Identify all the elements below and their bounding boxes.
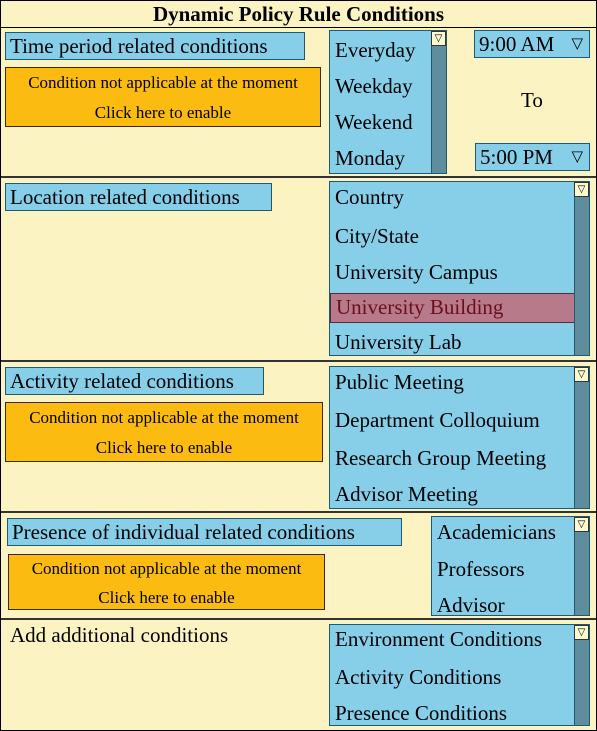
presence-option[interactable]: Professors	[437, 557, 525, 581]
activity-scrollbar[interactable]: ▽	[574, 367, 589, 508]
end-time-value: 5:00 PM	[480, 145, 553, 169]
enable-link[interactable]: Click here to enable	[94, 103, 232, 122]
activity-listbox[interactable]: Public Meeting Department Colloquium Res…	[329, 366, 590, 509]
dropdown-arrow-icon[interactable]: ▽	[571, 149, 583, 165]
time-enable-notice[interactable]: Condition not applicable at the moment C…	[5, 67, 321, 127]
start-time-value: 9:00 AM	[479, 32, 555, 56]
additional-scrollbar[interactable]: ▽	[574, 625, 589, 725]
additional-label: Add additional conditions	[10, 623, 229, 647]
day-option[interactable]: Everyday	[335, 38, 416, 62]
location-scrollbar[interactable]: ▽	[574, 182, 589, 355]
additional-listbox[interactable]: Environment Conditions Activity Conditio…	[329, 624, 590, 726]
location-option[interactable]: Country	[335, 185, 404, 209]
presence-section: Presence of individual related condition…	[1, 513, 596, 620]
activity-section: Activity related conditions Condition no…	[1, 362, 596, 513]
scroll-down-icon[interactable]: ▽	[574, 182, 589, 197]
activity-label: Activity related conditions	[5, 367, 264, 395]
additional-option[interactable]: Environment Conditions	[335, 627, 543, 651]
enable-link[interactable]: Click here to enable	[98, 588, 235, 607]
additional-section: Add additional conditions Environment Co…	[1, 620, 596, 730]
day-option[interactable]: Monday	[335, 146, 405, 170]
start-time-select[interactable]: 9:00 AM ▽	[474, 30, 590, 58]
presence-scrollbar[interactable]: ▽	[574, 517, 589, 615]
page-title: Dynamic Policy Rule Conditions	[1, 1, 596, 28]
location-label: Location related conditions	[5, 183, 272, 211]
notice-text: Condition not applicable at the moment	[31, 559, 302, 578]
dropdown-arrow-icon[interactable]: ▽	[571, 36, 583, 52]
additional-option[interactable]: Activity Conditions	[335, 665, 502, 689]
scroll-down-icon[interactable]: ▽	[574, 625, 589, 640]
to-label: To	[521, 88, 543, 112]
location-section: Location related conditions Country City…	[1, 178, 596, 362]
presence-label: Presence of individual related condition…	[7, 518, 402, 546]
day-listbox[interactable]: Everyday Weekday Weekend Monday ▽	[329, 30, 447, 174]
presence-enable-notice[interactable]: Condition not applicable at the moment C…	[8, 554, 325, 610]
time-period-section: Time period related conditions Condition…	[1, 28, 596, 178]
day-scrollbar[interactable]: ▽	[431, 31, 446, 173]
activity-option[interactable]: Research Group Meeting	[335, 446, 547, 470]
activity-option[interactable]: Public Meeting	[335, 370, 464, 394]
location-option[interactable]: University Campus	[335, 260, 498, 284]
presence-option[interactable]: Academicians	[437, 520, 556, 544]
activity-option[interactable]: Advisor Meeting	[335, 482, 478, 506]
enable-link[interactable]: Click here to enable	[95, 438, 233, 457]
scroll-down-icon[interactable]: ▽	[574, 367, 589, 382]
notice-text: Condition not applicable at the moment	[28, 73, 298, 92]
location-option[interactable]: University Lab	[335, 330, 462, 354]
day-option[interactable]: Weekend	[335, 110, 413, 134]
presence-listbox[interactable]: Academicians Professors Advisor ▽	[431, 516, 590, 616]
scroll-down-icon[interactable]: ▽	[431, 31, 446, 46]
activity-enable-notice[interactable]: Condition not applicable at the moment C…	[5, 402, 323, 462]
location-option[interactable]: City/State	[335, 224, 419, 248]
location-listbox[interactable]: Country City/State University Campus Uni…	[329, 181, 590, 356]
location-option-selected[interactable]: University Building	[330, 293, 575, 323]
end-time-select[interactable]: 5:00 PM ▽	[475, 143, 590, 171]
presence-option[interactable]: Advisor	[437, 593, 505, 616]
day-option[interactable]: Weekday	[335, 74, 413, 98]
scroll-down-icon[interactable]: ▽	[574, 517, 589, 532]
time-period-label: Time period related conditions	[5, 32, 305, 60]
notice-text: Condition not applicable at the moment	[29, 408, 299, 427]
additional-option[interactable]: Presence Conditions	[335, 701, 508, 725]
activity-option[interactable]: Department Colloquium	[335, 408, 540, 432]
